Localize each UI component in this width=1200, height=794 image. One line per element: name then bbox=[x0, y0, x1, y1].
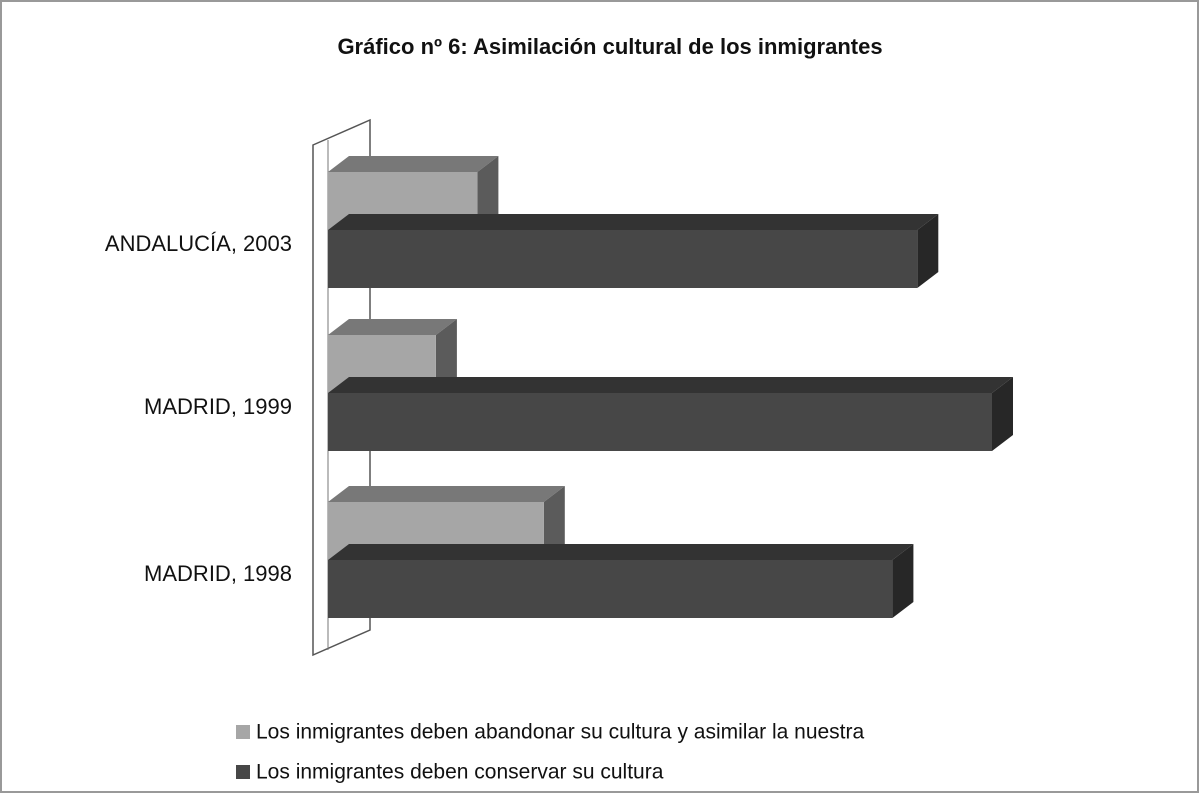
bar bbox=[328, 214, 939, 288]
bar-side-face bbox=[892, 544, 914, 618]
bar bbox=[328, 544, 914, 618]
bar-top-face bbox=[328, 214, 939, 230]
bar-front-face bbox=[328, 560, 893, 618]
category-label: MADRID, 1999 bbox=[144, 394, 292, 419]
bar-top-face bbox=[328, 544, 914, 560]
bar-top-face bbox=[328, 377, 1013, 393]
bar-top-face bbox=[328, 319, 457, 335]
bar-side-face bbox=[992, 377, 1013, 451]
legend-swatch bbox=[236, 725, 250, 739]
bar-front-face bbox=[328, 230, 918, 288]
bar-side-face bbox=[477, 156, 499, 230]
legend-label: Los inmigrantes deben abandonar su cultu… bbox=[256, 721, 865, 744]
bar-front-face bbox=[328, 393, 992, 451]
bar bbox=[328, 377, 1013, 451]
legend-label: Los inmigrantes deben conservar su cultu… bbox=[256, 761, 664, 784]
category-label: MADRID, 1998 bbox=[144, 561, 292, 586]
bar-top-face bbox=[328, 486, 565, 502]
bar-top-face bbox=[328, 156, 499, 172]
chart-title: Gráfico nº 6: Asimilación cultural de lo… bbox=[337, 34, 882, 59]
bar-side-face bbox=[917, 214, 939, 288]
bar-side-face bbox=[543, 486, 565, 560]
category-label: ANDALUCÍA, 2003 bbox=[105, 231, 292, 256]
bar-side-face bbox=[435, 319, 457, 393]
legend-swatch bbox=[236, 765, 250, 779]
